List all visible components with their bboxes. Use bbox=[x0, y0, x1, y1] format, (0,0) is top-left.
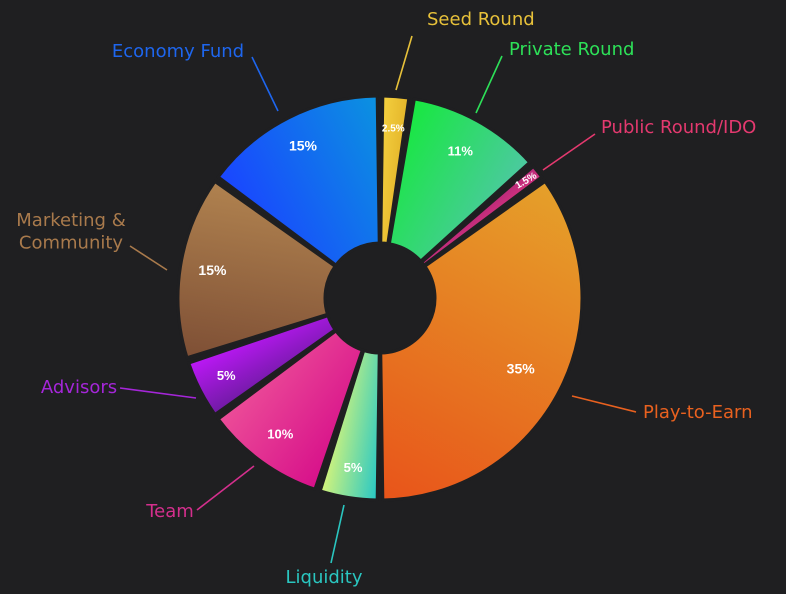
callout-label-play-to-earn: Play-to-Earn bbox=[643, 402, 753, 423]
leader-lines-layer bbox=[119, 35, 637, 564]
slice-team bbox=[216, 328, 365, 492]
callout-label-private-round: Private Round bbox=[509, 39, 634, 60]
percent-label-marketing-community: 15% bbox=[198, 262, 227, 278]
callout-label-advisors: Advisors bbox=[41, 377, 117, 398]
percent-label-play-to-earn: 35% bbox=[507, 360, 536, 376]
percent-label-economy-fund: 15% bbox=[289, 138, 318, 154]
leader-line-private-round bbox=[475, 55, 503, 114]
slice-seed-round bbox=[379, 94, 411, 246]
percent-label-private-round: 11% bbox=[448, 143, 474, 158]
callout-label-public-round-ido: Public Round/IDO bbox=[601, 117, 756, 138]
leader-line-liquidity bbox=[330, 504, 345, 564]
percent-label-advisors: 5% bbox=[217, 368, 236, 383]
leader-line-play-to-earn bbox=[571, 395, 637, 413]
slice-advisors bbox=[186, 313, 338, 417]
percent-labels-layer: 2.5%11%1.5%35%5%10%5%15%15% bbox=[198, 124, 539, 475]
leader-line-team bbox=[196, 465, 255, 511]
callout-label-team: Team bbox=[145, 501, 194, 522]
leader-line-public-round-ido bbox=[542, 133, 596, 171]
leader-line-seed-round bbox=[395, 35, 413, 91]
slice-liquidity bbox=[318, 348, 381, 502]
callout-label-economy-fund: Economy Fund bbox=[112, 41, 244, 62]
leader-line-marketing-community bbox=[129, 245, 168, 271]
callout-label-marketing-community: Marketing & Community bbox=[16, 210, 125, 254]
slice-marketing-community bbox=[176, 179, 338, 360]
slice-economy-fund bbox=[216, 94, 381, 268]
percent-label-team: 10% bbox=[267, 427, 293, 442]
percent-label-seed-round: 2.5% bbox=[382, 124, 405, 135]
slices-layer bbox=[176, 94, 584, 502]
slice-play-to-earn bbox=[379, 179, 584, 502]
percent-label-liquidity: 5% bbox=[344, 460, 363, 475]
callout-labels-layer: Seed Round Private Round Public Round/IDO P… bbox=[16, 9, 756, 588]
slice-private-round bbox=[387, 97, 532, 264]
slice-public-round-ido bbox=[419, 164, 544, 268]
leader-line-economy-fund bbox=[251, 56, 279, 112]
callout-label-liquidity: Liquidity bbox=[285, 567, 362, 588]
callout-label-seed-round: Seed Round bbox=[427, 9, 535, 30]
leader-line-advisors bbox=[119, 387, 197, 399]
